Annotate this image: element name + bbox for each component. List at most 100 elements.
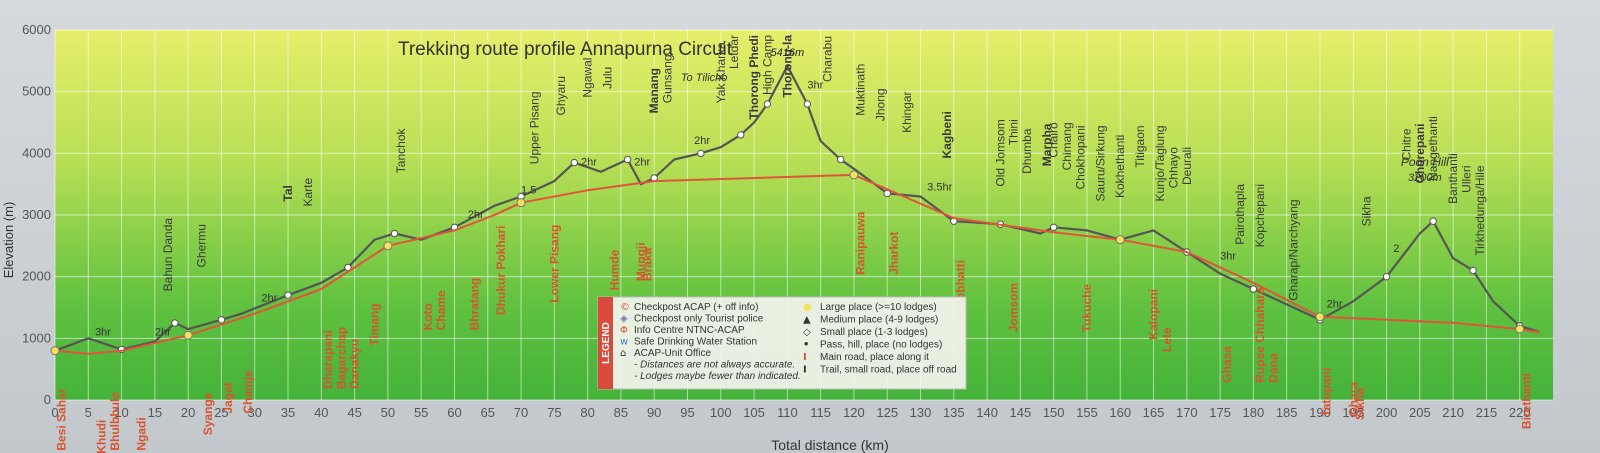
series-line-road [54,173,1540,355]
place-label: Banthanti [1446,153,1460,204]
x-tick-label: 210 [1442,405,1464,420]
x-tick-label: 125 [876,405,898,420]
y-tick-label: 2000 [22,269,51,284]
x-tick-label: 150 [1043,405,1065,420]
place-label: Marpha [1040,123,1054,166]
place-label: Braka [641,247,655,281]
place-label: Kagbeni [940,111,954,158]
place-label: Bagarchap [334,327,348,389]
legend-item-label: ACAP-Unit Office [634,348,711,359]
place-label: Besi Sahar [55,388,69,450]
place-label: Kopchepani [1253,184,1267,247]
legend-symbol: © [620,302,630,313]
x-tick-label: 195 [1342,405,1364,420]
legend-symbol: ◇ [803,327,811,338]
place-label: Ulleri [1459,166,1473,193]
place-label: Tatopani [1320,368,1334,417]
x-tick-label: 200 [1376,405,1398,420]
trail-point [284,291,292,299]
place-label: Deurali [1180,147,1194,185]
place-label: Upper Pisang [527,92,541,165]
place-label: Chamje [241,370,255,414]
road-point [1315,312,1325,322]
place-label: Ghara [1346,382,1360,417]
place-label: Dhukur Pokhari [494,226,508,315]
legend-title-bar [598,297,613,389]
legend-item-label: Medium place (4-9 lodges) [820,315,938,326]
place-label: Jagat [221,382,235,413]
x-tick-label: 165 [1143,405,1165,420]
place-label: Bhratang [467,278,481,331]
place-label: Kunjo/Taglung [1153,125,1167,201]
place-label: Khudi [95,420,109,453]
segment-time-label: 2hr [155,326,171,338]
legend-symbol: • [803,340,809,351]
place-label: Thorong-la [780,35,794,98]
y-tick-label: 6000 [22,22,51,37]
legend-item-label: Trail, small road, place off road [820,365,957,376]
segment-time-label: 1.5 [521,184,536,196]
x-tick-label: 180 [1243,405,1265,420]
y-tick-label: 5000 [22,84,51,99]
x-tick-label: 170 [1176,405,1198,420]
place-label: Julu [601,67,615,89]
summit-label: 5416m [771,47,805,59]
segment-time-label: 3hr [95,326,111,338]
segment-time-label: 2hr [1327,299,1343,311]
legend-symbol: w [620,337,628,348]
x-axis-label: Total distance (km) [771,437,888,453]
series-line-trail [54,64,1541,352]
x-tick-label: 190 [1309,405,1331,420]
place-label: Ghyaru [554,76,568,115]
x-tick-label: 55 [414,405,428,420]
legend-symbol: ▲ [803,315,811,326]
road-point [383,241,393,251]
place-label: Thorong Phedi [747,35,761,120]
y-tick-label: 4000 [22,145,51,160]
place-label: Thini [1007,119,1021,145]
place-label: Kokhethanti [1113,135,1127,198]
place-label: Karte [301,178,315,207]
place-label: Ghermu [194,224,208,267]
x-tick-label: 220 [1509,405,1531,420]
place-label: Letdar [727,35,741,69]
trail-point [1382,272,1391,281]
place-label: Birethanti [1519,373,1533,429]
y-tick-label: 3000 [22,207,51,222]
place-label: Timang [368,303,382,345]
place-label: Charabu [820,36,834,82]
x-tick-label: 215 [1476,405,1498,420]
x-tick-label: 155 [1076,405,1098,420]
legend: LEGEND © Checkpost ACAP (+ off info) ◈ Check… [597,296,967,390]
trail-point [803,100,812,108]
road-point [50,346,60,356]
place-label: Ghasa [1220,346,1234,383]
segment-time-label: 3.5hr [927,181,952,193]
legend-item-label: - Distances are not always accurate. [634,360,795,371]
place-label: Sikha [1353,387,1367,419]
y-axis-label: Elevation (m) [1,202,16,279]
poon-hill-elevation-label: 3200m [1408,172,1442,184]
legend-item-label: Info Centre NTNC-ACAP [634,325,745,336]
trail-point [623,155,632,164]
legend-item-label: Main road, place along it [820,352,929,363]
place-label: Sikha [1360,196,1374,226]
place-label: Tirkhedunga/Hile [1473,165,1487,256]
y-tick-label: 1000 [22,330,51,345]
place-label: Kalopani [1147,289,1161,340]
annotation-label: To Tilicho [681,72,728,84]
x-tick-label: 70 [514,405,528,420]
x-tick-label: 5 [85,405,92,420]
legend-title: LEGEND [601,322,612,364]
legend-symbol: Φ [620,325,628,336]
x-tick-label: 175 [1209,405,1231,420]
place-label: Bahun Danda [161,218,175,292]
place-label: Khingar [900,92,914,133]
x-tick-label: 140 [976,405,998,420]
x-tick-label: 30 [247,405,261,420]
x-tick-label: 135 [943,405,965,420]
road-point [1515,324,1525,334]
place-label: Chairo [1047,122,1061,158]
place-label: Dharapani [321,330,335,389]
